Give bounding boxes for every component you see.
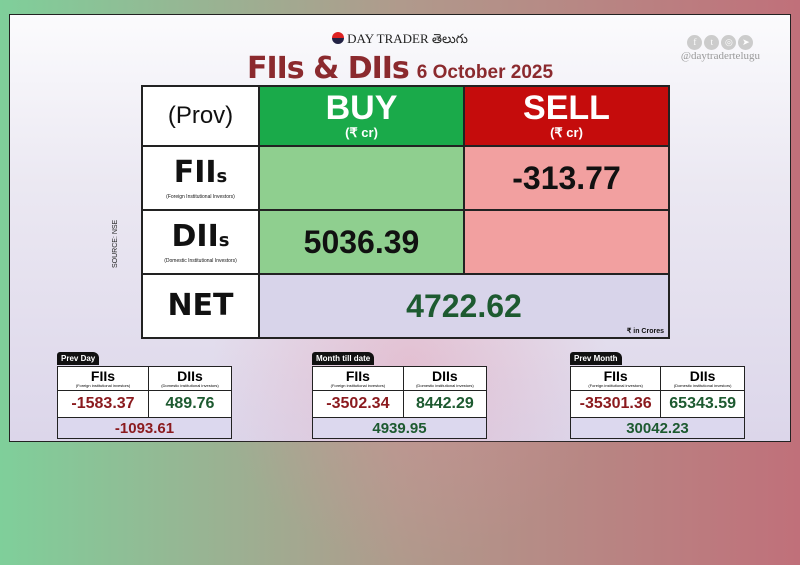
logo-icon [332, 32, 345, 44]
net-value: 4939.95 [312, 417, 487, 439]
summary-tab: Prev Day [57, 352, 100, 365]
dii-buy-value: 5036.39 [258, 209, 465, 275]
summary-tab: Prev Month [570, 352, 622, 365]
fii-value: -3502.34 [312, 390, 404, 418]
source-label: SOURCE: NSE [112, 219, 119, 268]
fii-label: FIIs [603, 368, 628, 384]
dii-value: 65343.59 [660, 390, 745, 418]
dii-header: DIIs (Domestic institutional investors) [147, 366, 233, 391]
buy-unit: (₹ cr) [345, 125, 378, 140]
sell-unit: (₹ cr) [550, 125, 583, 140]
summary-tab: Month till date [312, 352, 375, 365]
title-date: 6 October 2025 [416, 62, 554, 83]
net-value: 30042.23 [570, 417, 745, 439]
fii-value: -35301.36 [569, 390, 662, 418]
main-table: (Prov) BUY (₹ cr) SELL (₹ cr) FIIs (Foreign… [141, 85, 670, 339]
fii-header: FIIs (Foreign institutional investors) [57, 366, 149, 391]
dii-sub: (Domestic Institutional Investors) [164, 258, 237, 264]
fii-value: -1583.37 [57, 390, 149, 418]
fii-sub: (Foreign institutional investors) [588, 383, 643, 388]
dii-sub: (Domestic institutional investors) [673, 383, 732, 388]
net-cell: 4722.62 ₹ in Crores [258, 273, 670, 339]
social-links: f t ◎ ➤ @daytradertelugu [681, 35, 760, 62]
summary-prev-day: Prev Day FIIs (Foreign institutional inve… [57, 348, 233, 439]
summary-table: FIIs (Foreign institutional investors) DI… [57, 366, 233, 439]
fii-buy-value [258, 145, 465, 211]
twitter-icon[interactable]: t [704, 35, 720, 50]
net-unit: ₹ in Crores [626, 328, 664, 335]
dii-label: DIIs [432, 368, 458, 384]
dii-header: DIIs (Domestic institutional investors) [402, 366, 488, 391]
summary-month-till-date: Month till date FIIs (Foreign institution… [312, 348, 488, 439]
dii-label: DII [171, 219, 219, 254]
fii-label: FIIs [90, 368, 116, 384]
net-value: -1093.61 [57, 417, 232, 439]
fii-sell-value: -313.77 [463, 145, 670, 211]
fii-row-label: FIIs (Foreign Institutional Investors) [141, 145, 260, 211]
fii-label: FIIs [345, 368, 370, 384]
sell-header: SELL (₹ cr) [463, 85, 670, 147]
dii-value: 8442.29 [402, 390, 488, 418]
social-handle: @daytradertelugu [680, 50, 760, 62]
page-title: FIIs & DIIs 6 October 2025 [10, 51, 790, 86]
fii-suffix: s [216, 166, 228, 187]
dii-label: DIIs [689, 368, 716, 384]
buy-label: BUY [325, 89, 398, 127]
dii-suffix: s [218, 230, 230, 251]
net-row-label: NET [141, 273, 260, 339]
net-value: 4722.62 [406, 287, 522, 324]
dii-label: DIIs [177, 368, 203, 384]
prov-header: (Prov) [141, 85, 260, 147]
fii-label: FII [173, 155, 217, 190]
dii-sub: (Domestic institutional investors) [161, 383, 219, 388]
dii-row-label: DIIs (Domestic Institutional Investors) [141, 209, 260, 275]
buy-header: BUY (₹ cr) [258, 85, 465, 147]
net-label: NET [167, 288, 234, 323]
summary-prev-month: Prev Month FIIs (Foreign institutional in… [569, 348, 745, 439]
title-main: FIIs & DIIs [246, 51, 410, 86]
facebook-icon[interactable]: f [687, 35, 703, 50]
summary-table: FIIs (Foreign institutional investors) DI… [312, 366, 488, 439]
fii-sub: (Foreign institutional investors) [75, 383, 131, 388]
fii-header: FIIs (Foreign institutional investors) [569, 366, 662, 391]
dii-value: 489.76 [147, 390, 233, 418]
summary-table: FIIs (Foreign institutional investors) DI… [569, 366, 745, 439]
dii-sell-value [463, 209, 670, 275]
brand-header: DAY TRADER తెలుగు [10, 31, 790, 50]
dii-sub: (Domestic institutional investors) [416, 383, 474, 388]
brand-name: DAY TRADER తెలుగు [347, 31, 468, 46]
fii-sub: (Foreign institutional investors) [330, 383, 386, 388]
instagram-icon[interactable]: ◎ [721, 35, 737, 50]
dii-header: DIIs (Domestic institutional investors) [660, 366, 745, 391]
sell-label: SELL [523, 89, 610, 127]
telegram-icon[interactable]: ➤ [738, 35, 754, 50]
fii-sub: (Foreign Institutional Investors) [166, 194, 235, 200]
fii-header: FIIs (Foreign institutional investors) [312, 366, 404, 391]
